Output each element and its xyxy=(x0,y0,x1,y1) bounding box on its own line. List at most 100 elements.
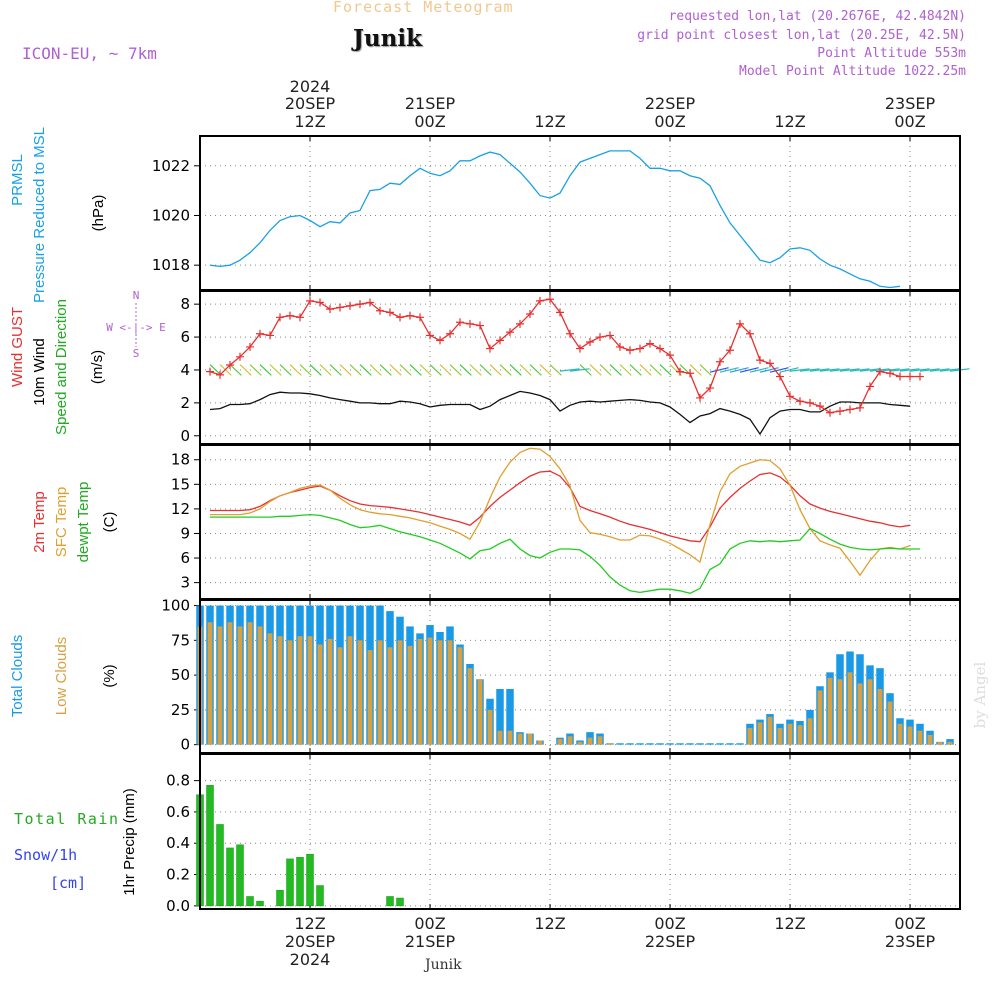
total-cloud-bar xyxy=(616,743,624,745)
wind-arrow xyxy=(749,367,769,373)
low-cloud-bar xyxy=(417,638,423,745)
gust-marker xyxy=(906,372,914,381)
wind-arrow xyxy=(419,364,432,376)
wind-arrow xyxy=(569,368,590,372)
wind-arrow xyxy=(449,364,462,376)
wind-arrow xyxy=(889,368,910,372)
low-cloud-bar xyxy=(267,633,273,745)
wind-arrow xyxy=(509,364,522,376)
total-cloud-bar xyxy=(506,689,514,745)
compass-s-label: S xyxy=(133,347,140,360)
wind-arrow xyxy=(429,364,442,376)
rain-bar xyxy=(296,857,304,907)
low-cloud-bar xyxy=(777,727,783,745)
total-cloud-bar xyxy=(676,743,684,745)
gust-marker xyxy=(296,313,304,322)
rain-bar xyxy=(276,889,284,907)
gust-marker xyxy=(756,356,764,365)
gust-marker xyxy=(246,342,254,351)
wind-arrow xyxy=(609,364,622,376)
low-cloud-bar xyxy=(347,636,353,745)
low-cloud-bar xyxy=(277,636,283,745)
point-altitude: Point Altitude 553m xyxy=(817,46,966,61)
total-cloud-bar xyxy=(626,743,634,745)
rain-bar xyxy=(236,844,244,907)
wind-arrow xyxy=(469,364,482,376)
wind-arrow xyxy=(339,364,352,376)
wind-arrow xyxy=(489,364,502,376)
low-cloud-bar xyxy=(577,741,583,745)
gust-marker xyxy=(866,382,874,391)
time-label-hour: 00Z xyxy=(654,914,685,933)
low-cloud-bar xyxy=(387,647,393,745)
dewpt-temp-line xyxy=(210,513,920,594)
panel-frame xyxy=(199,290,961,445)
wind-arrow xyxy=(699,364,712,376)
gust-marker xyxy=(406,311,414,320)
low-cloud-bar xyxy=(257,626,263,745)
dewpt-temp-label: dewpt Temp xyxy=(75,482,92,563)
wind-arrow xyxy=(939,368,960,372)
snow-unit-label: [cm] xyxy=(50,874,86,892)
gust-marker xyxy=(646,339,654,348)
wind-arrow xyxy=(369,364,382,376)
gust-marker xyxy=(806,398,814,407)
wind-arrow xyxy=(929,368,950,372)
wind-arrow xyxy=(389,364,402,376)
chart-title: Forecast Meteogram xyxy=(333,0,514,16)
gust-marker xyxy=(456,318,464,327)
wind-arrow xyxy=(259,364,272,376)
low-cloud-bar xyxy=(927,734,933,745)
gust-marker xyxy=(466,319,474,328)
gust-marker xyxy=(786,392,794,401)
wind-arrow xyxy=(359,364,372,376)
gust-marker xyxy=(826,408,834,417)
low-cloud-bar xyxy=(867,679,873,745)
wind-speed-line xyxy=(209,390,911,436)
low-cloud-bar xyxy=(487,709,493,745)
gust-marker xyxy=(256,329,264,338)
compass-we-label: W <-|-> E xyxy=(106,321,166,334)
time-label-hour: 00Z xyxy=(654,112,685,131)
time-label-date: 21SEP xyxy=(405,94,456,113)
low-cloud-bar xyxy=(937,741,943,745)
wind-arrow xyxy=(379,364,392,376)
total-cloud-bar xyxy=(726,743,734,745)
gust-marker xyxy=(886,369,894,378)
wind-arrow xyxy=(709,367,729,373)
pressure-unit-label: (hPa) xyxy=(90,195,107,232)
low-cloud-bar xyxy=(567,736,573,745)
wind-arrow xyxy=(839,368,860,372)
y-tick-label: 0 xyxy=(180,427,190,445)
time-label-hour: 12Z xyxy=(774,112,805,131)
gust-marker xyxy=(526,310,534,319)
temp-2m-line xyxy=(210,470,911,543)
precip-unit-label: 1hr Precip (mm) xyxy=(121,788,138,896)
gust-marker xyxy=(776,372,784,381)
gust-marker xyxy=(376,306,384,315)
y-tick-label: 0 xyxy=(180,736,190,754)
wind-arrow xyxy=(739,367,759,373)
wind-arrow xyxy=(289,364,302,376)
rain-bar xyxy=(246,896,254,907)
temp-unit-label: (C) xyxy=(101,512,118,533)
gust-marker xyxy=(746,329,754,338)
gust-marker xyxy=(486,344,494,353)
y-tick-label: 9 xyxy=(180,524,190,542)
clouds-unit-label: (%) xyxy=(101,664,118,687)
gust-marker xyxy=(446,329,454,338)
time-label-date: 20SEP xyxy=(285,94,336,113)
wind-arrow xyxy=(309,364,322,376)
wind-speed-direction-label: Speed and Direction xyxy=(53,299,70,435)
wind-gust-line xyxy=(209,298,920,414)
gust-marker xyxy=(326,305,334,314)
rain-bar xyxy=(216,824,224,907)
y-tick-label: 4 xyxy=(180,361,190,379)
rain-bar xyxy=(316,885,324,907)
wind-arrow xyxy=(789,368,810,372)
wind-arrow xyxy=(629,364,642,376)
low-cloud-bar xyxy=(587,737,593,745)
gust-marker xyxy=(266,331,274,340)
gust-marker xyxy=(876,367,884,376)
